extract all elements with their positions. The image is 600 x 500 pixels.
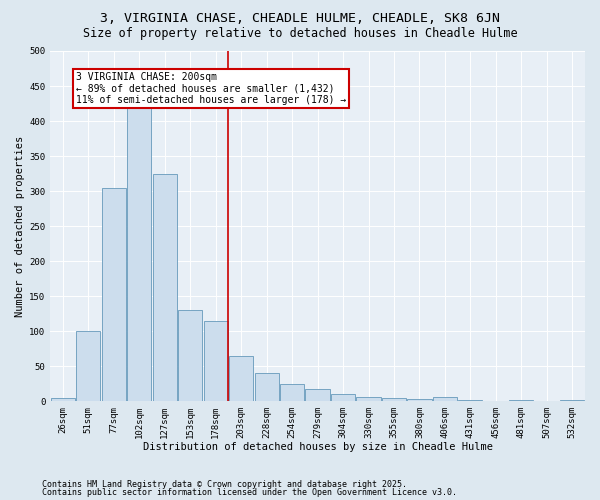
- Text: Contains HM Land Registry data © Crown copyright and database right 2025.: Contains HM Land Registry data © Crown c…: [42, 480, 407, 489]
- Bar: [407, 399, 431, 401]
- Bar: [382, 398, 406, 401]
- Bar: [152, 174, 177, 401]
- Bar: [280, 384, 304, 401]
- Text: 3, VIRGINIA CHASE, CHEADLE HULME, CHEADLE, SK8 6JN: 3, VIRGINIA CHASE, CHEADLE HULME, CHEADL…: [100, 12, 500, 26]
- X-axis label: Distribution of detached houses by size in Cheadle Hulme: Distribution of detached houses by size …: [143, 442, 493, 452]
- Bar: [433, 397, 457, 401]
- Bar: [331, 394, 355, 401]
- Text: Size of property relative to detached houses in Cheadle Hulme: Size of property relative to detached ho…: [83, 28, 517, 40]
- Bar: [458, 400, 482, 401]
- Bar: [127, 104, 151, 401]
- Bar: [560, 400, 584, 401]
- Bar: [305, 390, 329, 401]
- Bar: [254, 373, 279, 401]
- Bar: [229, 356, 253, 401]
- Bar: [356, 397, 380, 401]
- Text: 3 VIRGINIA CHASE: 200sqm
← 89% of detached houses are smaller (1,432)
11% of sem: 3 VIRGINIA CHASE: 200sqm ← 89% of detach…: [76, 72, 346, 105]
- Bar: [51, 398, 75, 401]
- Text: Contains public sector information licensed under the Open Government Licence v3: Contains public sector information licen…: [42, 488, 457, 497]
- Bar: [102, 188, 126, 401]
- Bar: [76, 331, 100, 401]
- Bar: [509, 400, 533, 401]
- Bar: [178, 310, 202, 401]
- Y-axis label: Number of detached properties: Number of detached properties: [15, 136, 25, 316]
- Bar: [203, 320, 228, 401]
